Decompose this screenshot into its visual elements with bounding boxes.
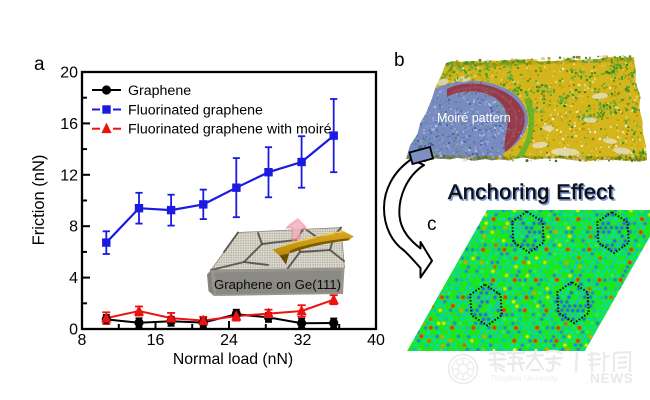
svg-text:Fluorinated graphene: Fluorinated graphene [128, 103, 263, 119]
svg-text:20: 20 [60, 65, 78, 82]
svg-text:Graphene on Ge(111): Graphene on Ge(111) [214, 277, 341, 292]
svg-text:Fluorinated graphene with moir: Fluorinated graphene with moiré [128, 122, 332, 138]
svg-text:Normal load (nN): Normal load (nN) [173, 351, 293, 368]
svg-text:Moiré pattern: Moiré pattern [437, 111, 511, 125]
svg-text:16: 16 [60, 116, 78, 133]
svg-text:24: 24 [220, 332, 238, 349]
svg-text:Anchoring Effect: Anchoring Effect [450, 182, 616, 206]
svg-text:12: 12 [60, 167, 78, 184]
svg-text:32: 32 [294, 332, 312, 349]
svg-text:16: 16 [147, 332, 165, 349]
svg-text:Anchoring Effect: Anchoring Effect [448, 180, 614, 204]
svg-text:Friction (nN): Friction (nN) [30, 155, 48, 246]
svg-text:Graphene: Graphene [128, 83, 191, 99]
svg-text:Tsinghua University: Tsinghua University [490, 374, 559, 383]
svg-text:NEWS: NEWS [590, 371, 634, 386]
svg-text:8: 8 [78, 332, 87, 349]
svg-text:4: 4 [69, 270, 78, 287]
svg-text:0: 0 [69, 322, 78, 339]
svg-text:c: c [427, 214, 437, 235]
svg-text:a: a [34, 54, 45, 75]
svg-text:8: 8 [69, 219, 78, 236]
svg-text:40: 40 [367, 332, 385, 349]
svg-text:b: b [394, 50, 405, 71]
